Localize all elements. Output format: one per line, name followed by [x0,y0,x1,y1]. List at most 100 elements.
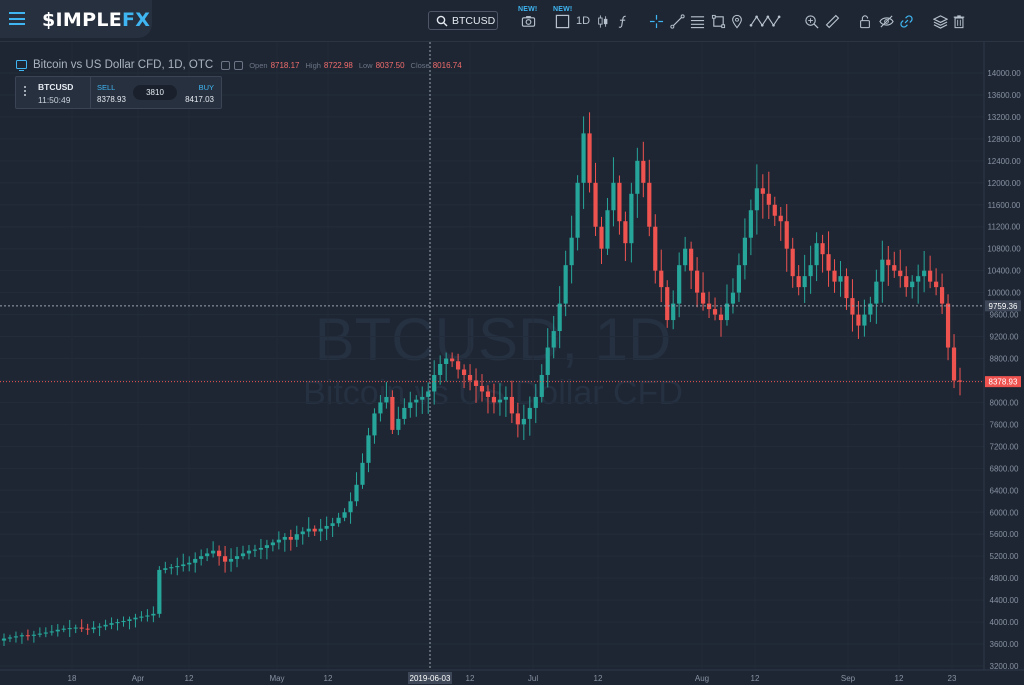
crosshair-tool[interactable] [648,11,664,31]
candle-body [133,617,138,620]
candle-body [934,281,939,288]
screenshot-button[interactable] [520,11,536,31]
price-chart[interactable]: BTCUSD, 1D Bitcoin vs US Dollar CFD 3200… [0,42,1024,685]
candle-body [31,634,36,636]
candle-body [312,528,317,532]
zoom-tool[interactable] [803,11,819,31]
candle-body [139,616,144,618]
candle-body [1,638,7,641]
candle-body [456,361,461,370]
interval-button[interactable]: 1D [575,11,591,31]
candle-body [796,276,801,288]
candle-body [945,303,951,348]
candle-body [151,613,156,616]
candle-body [730,292,736,304]
new-badge-layout: NEW! [553,6,573,13]
legend-close-icon[interactable] [234,60,244,70]
chart-layout-icon [555,14,569,28]
candle-body [37,633,42,635]
candle-body [838,276,843,282]
candle-body [742,237,747,266]
candle-body [772,204,777,216]
trendline-tool[interactable] [669,11,685,31]
candle-body [73,627,78,629]
rectangle-tool[interactable] [710,11,726,31]
candle-body [748,210,753,238]
remove-drawings-button[interactable] [952,11,966,31]
candle-body [342,512,347,518]
candle-body [19,635,25,637]
chart-type-button[interactable] [596,11,610,31]
crosshair-date-label: 2019-06-03 [408,672,452,684]
sync-drawings-button[interactable] [898,11,914,31]
candle-body [294,534,299,540]
price-tick-label: 12800.00 [987,135,1021,144]
candle-body [545,347,550,375]
price-tick-label: 5200.00 [990,552,1019,561]
candle-body [832,270,837,282]
time-axis[interactable]: 18 Apr 12 May 12 12 Jul 12 Aug 12 Sep 12 23 [68,674,957,683]
layers-button[interactable] [932,11,948,31]
candle-body [378,402,383,414]
candle-body [605,210,610,249]
brand-logo[interactable]: $IMPLEFX [42,9,150,31]
candle-body [228,558,234,562]
legend-title: Bitcoin vs US Dollar CFD, 1D, OTC [33,59,214,71]
indicators-button[interactable] [616,11,630,31]
price-tick-label: 11200.00 [988,223,1021,232]
search-icon [436,15,448,26]
pin-tool[interactable] [730,11,744,31]
candle-body [473,380,479,386]
legend-settings-icon[interactable] [221,60,231,70]
candle-body [85,628,90,630]
candle-body [145,615,150,617]
price-tick-label: 10000.00 [987,289,1021,298]
candle-body [103,624,108,627]
ruler-tool[interactable] [824,11,840,31]
candle-body [384,396,389,403]
legend-high-value: 8722.98 [323,60,353,70]
candle-body [856,314,861,326]
candle-body [533,396,538,408]
candle-body [354,484,359,502]
candle-body [318,528,323,532]
hamburger-icon[interactable] [9,12,25,25]
candle-body [527,407,532,419]
candle-body [521,418,526,425]
hide-drawings-button[interactable] [878,11,894,31]
time-tick-label: Jul [528,674,538,683]
candle-body [593,182,598,227]
candle-body [700,292,706,304]
candle-body [683,248,688,266]
symbol-info-icon[interactable] [16,59,27,71]
lock-drawings-button[interactable] [858,11,872,31]
pattern-tool[interactable] [748,11,784,31]
buy-price: 8417.03 [185,95,214,104]
candle-body [724,303,730,321]
symbol-search-button[interactable]: BTCUSD [428,11,498,30]
candle-body [916,276,921,282]
candle-body [240,553,246,557]
time-tick-label: 18 [68,674,77,683]
price-tick-label: 11600.00 [988,201,1021,210]
chart-layout-button[interactable] [554,11,570,31]
candle-series [1,112,963,646]
time-tick-label: May [269,674,284,683]
panel-menu-icon[interactable] [24,86,26,98]
pin-icon [732,14,742,28]
fib-tool[interactable] [689,11,705,31]
candle-body [282,536,287,540]
candle-body [503,396,508,400]
candle-body [187,562,192,565]
candle-body [127,619,132,621]
candle-body [647,182,652,227]
legend-close-value: 8016.74 [432,60,462,70]
candle-body [396,418,401,430]
price-tick-label: 5600.00 [990,530,1019,539]
price-tick-label: 4000.00 [990,618,1019,627]
candle-body [211,550,216,554]
chart-grid [0,42,984,670]
link-icon [899,14,913,28]
legend-open-value: 8718.17 [270,60,300,70]
candle-body [808,265,813,277]
